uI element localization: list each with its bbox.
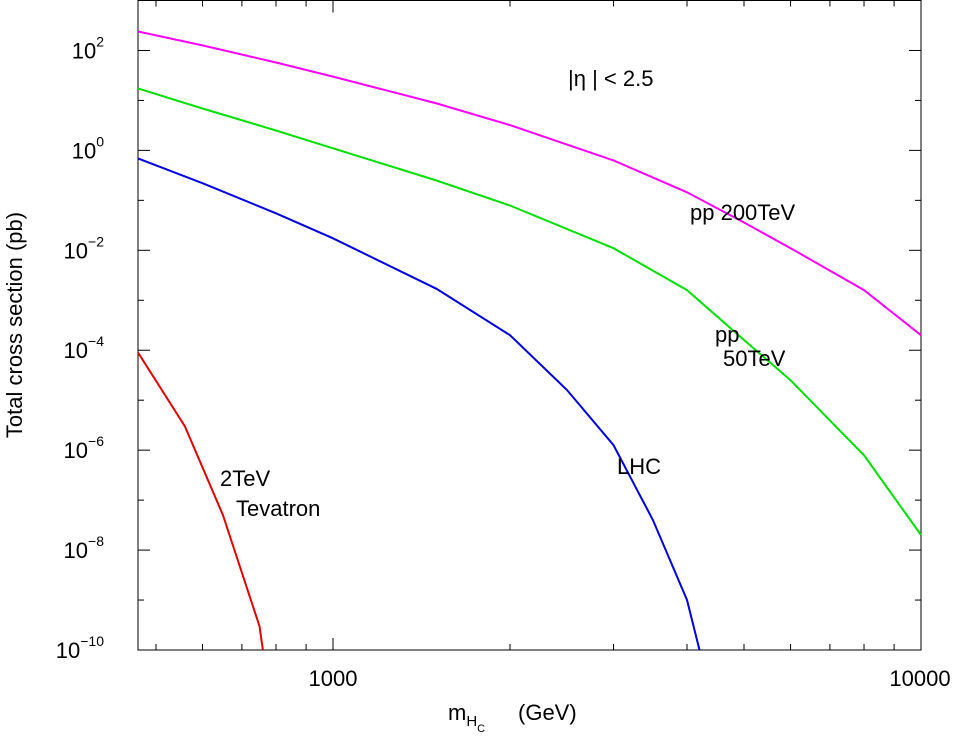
y-tick-exponent: −6 — [88, 433, 104, 449]
y-tick-label: 102 — [72, 33, 104, 63]
y-tick-label: 10−10 — [56, 633, 104, 663]
y-tick-base: 10 — [72, 138, 96, 163]
x-tick-label: 1000 — [309, 666, 358, 691]
annotation: 2TeV — [220, 466, 270, 491]
y-tick-base: 10 — [56, 638, 80, 663]
y-tick-exponent: 0 — [96, 133, 104, 149]
x-label-sub: H — [466, 713, 477, 730]
series-line — [137, 30, 922, 336]
y-tick-base: 10 — [64, 338, 88, 363]
y-tick-label: 10−6 — [64, 433, 105, 463]
y-tick-base: 10 — [72, 38, 96, 63]
y-axis-label: Total cross section (pb) — [2, 212, 27, 438]
series-line — [137, 351, 264, 651]
x-label-subsub: C — [477, 723, 485, 735]
y-tick-exponent: −4 — [88, 333, 104, 349]
y-tick-label: 10−4 — [64, 333, 105, 363]
y-tick-exponent: −10 — [80, 633, 104, 649]
annotation: 50TeV — [723, 346, 786, 371]
x-tick-label: 10000 — [889, 666, 950, 691]
x-axis-label: mHC (GeV) — [448, 700, 577, 735]
annotation: pp 200TeV — [690, 200, 796, 225]
y-tick-exponent: −8 — [88, 533, 104, 549]
annotation: Tevatron — [236, 496, 320, 521]
annotation: |η | < 2.5 — [568, 66, 653, 91]
y-tick-base: 10 — [64, 238, 88, 263]
y-tick-label: 10−2 — [64, 233, 105, 263]
series-line — [137, 87, 922, 536]
annotation: pp — [715, 322, 739, 347]
y-tick-label: 100 — [72, 133, 104, 163]
y-tick-exponent: 2 — [96, 33, 104, 49]
plot-frame — [137, 0, 922, 651]
y-tick-base: 10 — [64, 538, 88, 563]
y-tick-label: 10−8 — [64, 533, 105, 563]
y-tick-base: 10 — [64, 438, 88, 463]
y-tick-exponent: −2 — [88, 233, 104, 249]
x-label-main: m — [448, 700, 466, 725]
series-line — [137, 157, 701, 651]
annotation: LHC — [617, 454, 661, 479]
x-label-unit: (GeV) — [518, 700, 577, 725]
